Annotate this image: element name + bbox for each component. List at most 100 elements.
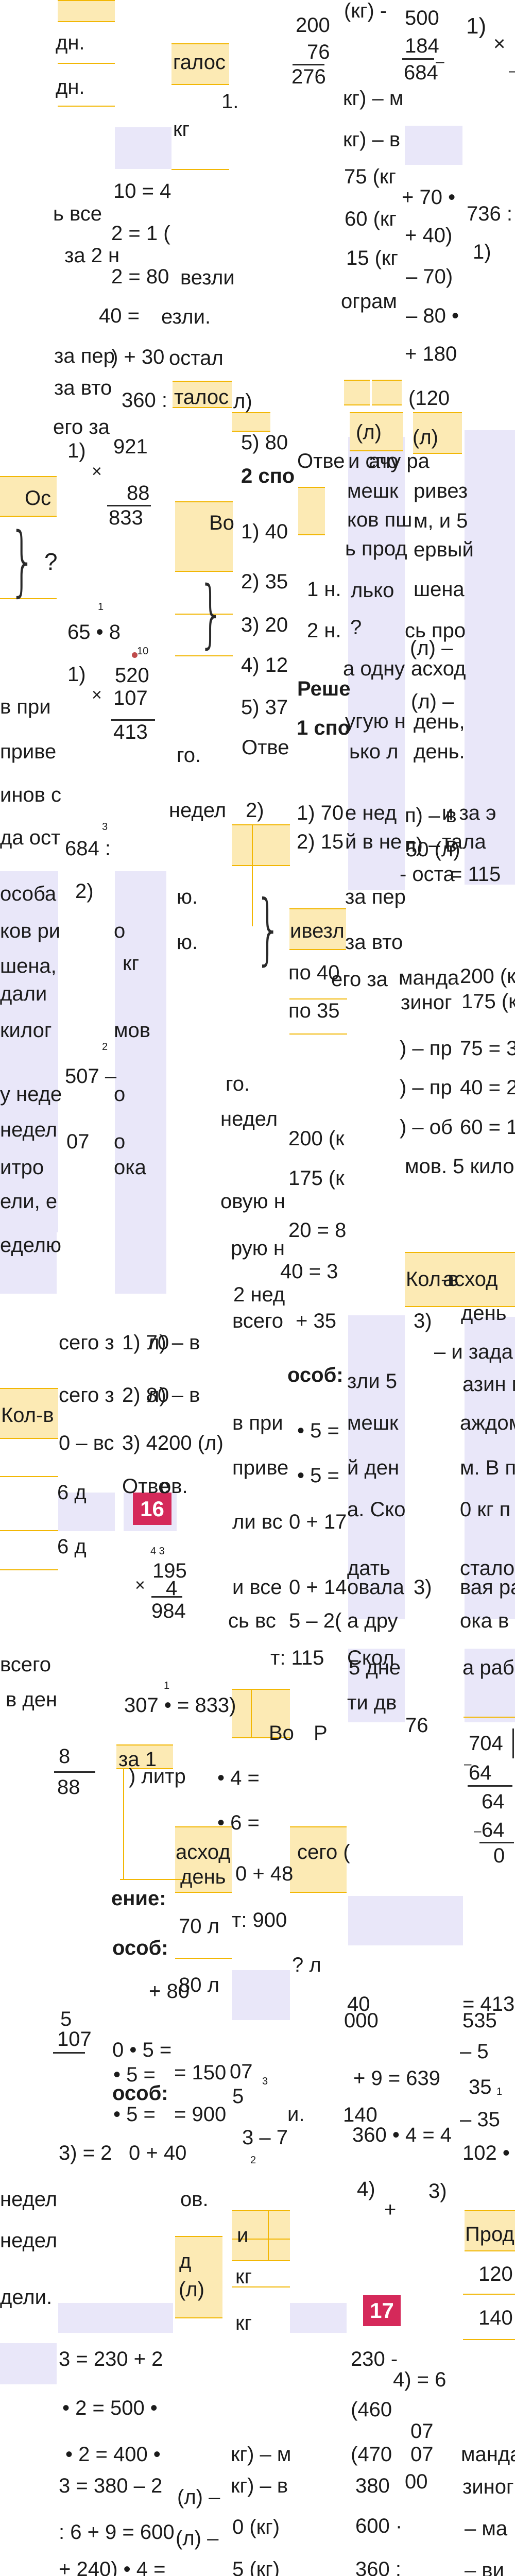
table-rule-horizontal	[175, 614, 233, 615]
text-fragment: Реше	[297, 677, 351, 700]
highlight-lavender-box	[465, 1317, 515, 1619]
text-fragment: манда	[399, 967, 459, 989]
text-fragment: 5	[232, 2085, 244, 2108]
text-fragment: 0	[493, 1844, 505, 1867]
text-fragment: особ:	[287, 1364, 344, 1386]
highlight-lavender-box	[115, 1232, 166, 1294]
highlight-lavender-box	[115, 127, 171, 169]
text-fragment: е нед	[345, 802, 397, 824]
text-fragment: 4) = 6	[393, 2368, 447, 2391]
highlight-yellow-box	[465, 2210, 515, 2251]
text-fragment: 70 л	[179, 1915, 219, 1938]
highlight-lavender-box	[58, 1493, 115, 1531]
text-fragment: 1) 40	[241, 520, 288, 543]
text-fragment: ю.	[177, 886, 198, 908]
text-fragment: ока в	[460, 1609, 509, 1632]
text-fragment: 07	[230, 2060, 253, 2083]
text-fragment: ×	[92, 462, 102, 481]
text-fragment: за вто	[345, 931, 403, 954]
text-fragment: итро	[0, 1156, 44, 1179]
text-fragment: ков ри	[0, 920, 61, 942]
text-fragment: Во	[209, 512, 234, 534]
text-fragment: – 35	[460, 2108, 500, 2131]
text-fragment: 35	[469, 2076, 492, 2098]
text-fragment: у неде	[0, 1083, 62, 1106]
text-fragment: ачу ра	[369, 450, 430, 472]
highlight-lavender-box	[0, 2343, 57, 2384]
text-fragment: ов.	[180, 2188, 209, 2211]
text-fragment: мов. 5 кило	[405, 1155, 514, 1178]
text-fragment: 0 (кг)	[232, 2516, 280, 2538]
highlight-yellow-box	[175, 501, 233, 572]
text-fragment: Кол-в	[406, 1268, 459, 1291]
text-fragment: мешк	[347, 480, 399, 502]
text-fragment: 600 ·	[355, 2515, 403, 2537]
text-fragment: (л) –	[411, 690, 454, 713]
text-fragment: 10	[137, 646, 149, 657]
text-fragment: по 35	[288, 999, 340, 1022]
text-fragment: 5 дне	[349, 1656, 401, 1679]
text-fragment: кг) – м	[343, 87, 404, 110]
text-fragment: 88	[57, 1776, 80, 1799]
text-fragment: ) – пр	[400, 1037, 452, 1060]
text-fragment: шена,	[0, 955, 57, 977]
text-fragment: • 6 =	[217, 1811, 260, 1834]
task-number-badge[interactable]: 16	[133, 1493, 171, 1525]
text-fragment: 4 3	[150, 1546, 165, 1557]
table-rule-horizontal	[0, 1476, 58, 1477]
text-fragment: (л) –	[410, 637, 453, 659]
text-fragment: 360 :	[122, 389, 167, 412]
table-rule-horizontal	[232, 2286, 290, 2287]
highlight-lavender-box	[465, 430, 515, 824]
text-fragment: т: 900	[232, 1909, 287, 1931]
table-rule-horizontal	[232, 2239, 290, 2240]
text-fragment: кг) – м	[231, 2443, 291, 2466]
text-fragment: – 80 •	[406, 304, 459, 327]
text-fragment: недел	[0, 2229, 58, 2252]
text-fragment: = 900	[174, 2103, 227, 2126]
task-number-badge[interactable]: 17	[363, 2295, 401, 2326]
text-fragment: 200 (к	[460, 965, 515, 988]
table-rule-horizontal	[289, 1033, 347, 1035]
text-fragment: 50 (л)	[406, 838, 460, 861]
highlight-lavender-box	[0, 871, 58, 1232]
text-fragment: 80 л	[179, 1974, 219, 1996]
text-fragment: лько	[351, 579, 394, 602]
arithmetic-line-horizontal	[293, 64, 324, 65]
text-fragment: аждом	[460, 1412, 515, 1434]
marker-dot	[132, 652, 138, 658]
text-fragment: 1 спо	[297, 717, 351, 739]
text-fragment: 195	[152, 1560, 187, 1582]
text-fragment: 3 = 380 – 2	[59, 2475, 163, 2497]
arithmetic-line-horizontal	[151, 1596, 182, 1598]
text-fragment: о	[114, 1130, 126, 1153]
highlight-yellow-box	[175, 1826, 232, 1893]
text-fragment: дн.	[56, 31, 85, 54]
highlight-yellow-box	[175, 2236, 222, 2318]
text-fragment: 07	[410, 2443, 434, 2466]
arithmetic-line-horizontal	[111, 719, 155, 721]
highlight-yellow-box	[350, 412, 403, 451]
highlight-yellow-box	[116, 1744, 173, 1769]
text-fragment: ×	[92, 685, 102, 705]
text-fragment: Во	[269, 1722, 294, 1744]
text-fragment: 3) = 2	[59, 2142, 112, 2164]
text-fragment: + 70 •	[402, 186, 456, 209]
text-fragment: ение:	[111, 1887, 166, 1910]
text-fragment: 175 (к	[461, 990, 515, 1013]
text-fragment: ×	[135, 1575, 145, 1595]
text-fragment: (л)	[413, 426, 438, 449]
text-fragment: - оста	[400, 863, 455, 886]
text-fragment: + 9 = 639	[353, 2067, 441, 2090]
text-fragment: 2 = 80	[111, 265, 169, 288]
highlight-yellow-box	[289, 908, 346, 950]
text-fragment: ) – об	[400, 1116, 453, 1139]
text-fragment: – 70)	[406, 265, 453, 288]
text-fragment: – ма	[465, 2517, 508, 2540]
text-fragment: 1) 70	[297, 802, 344, 824]
text-fragment: 2)	[75, 880, 94, 903]
text-fragment: 3	[102, 821, 108, 833]
text-fragment: –	[509, 63, 515, 79]
text-fragment: зли 5	[347, 1370, 397, 1393]
text-fragment: 60 = 1	[460, 1116, 515, 1139]
